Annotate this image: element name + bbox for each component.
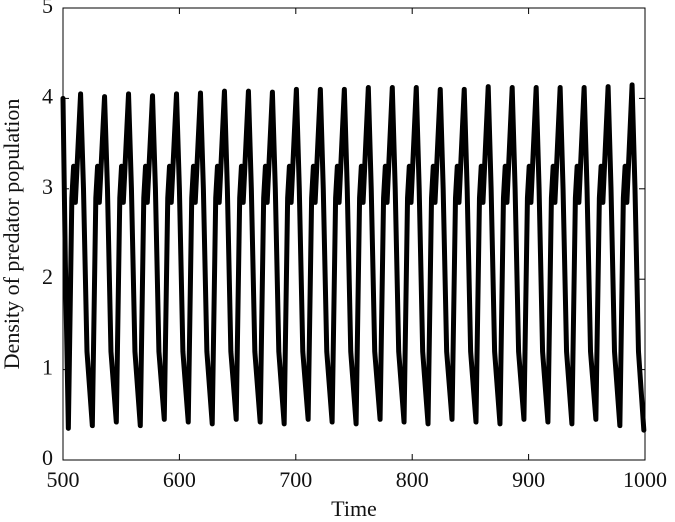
y-tick-label: 2 <box>42 264 53 289</box>
x-tick-label: 700 <box>279 467 312 492</box>
x-tick-label: 1000 <box>623 467 667 492</box>
x-tick-label: 600 <box>163 467 196 492</box>
y-tick-label: 0 <box>42 445 53 470</box>
x-tick-label: 900 <box>512 467 545 492</box>
data-line <box>60 82 647 433</box>
x-axis-label: Time <box>331 496 377 521</box>
y-tick-label: 3 <box>42 174 53 199</box>
x-tick-label: 800 <box>396 467 429 492</box>
y-tick-label: 1 <box>42 355 53 380</box>
y-tick-label: 5 <box>42 0 53 18</box>
y-axis-label: Density of predator population <box>0 99 24 370</box>
x-tick-label: 500 <box>47 467 80 492</box>
y-tick-label: 4 <box>42 83 53 108</box>
